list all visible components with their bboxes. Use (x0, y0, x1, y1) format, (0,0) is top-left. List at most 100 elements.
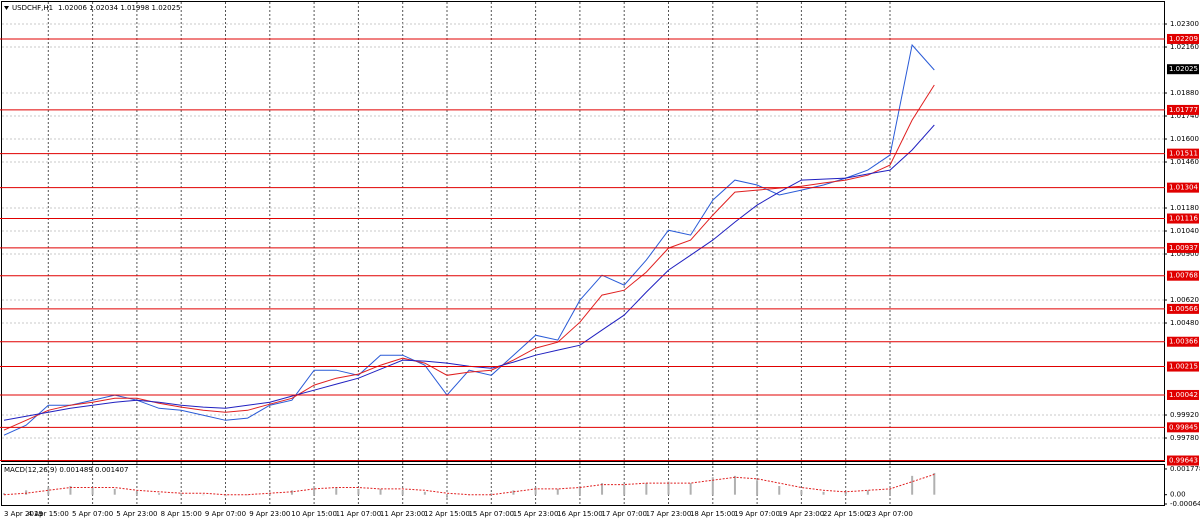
macd-bar (689, 483, 692, 495)
level-label-box (1167, 361, 1199, 372)
macd-bar (756, 480, 759, 495)
current-price: 1.02025 (1169, 65, 1198, 73)
macd-bar (3, 493, 5, 495)
macd-bar (47, 487, 50, 495)
y-tick-label: -0.000642 (1170, 500, 1200, 508)
x-tick-label: 19 Apr 23:00 (779, 510, 825, 518)
macd-bar (623, 484, 626, 495)
y-tick-label: 1.00620 (1170, 296, 1199, 304)
macd-bar (246, 494, 249, 496)
level-label: 1.00566 (1169, 305, 1198, 313)
main-frame (1, 1, 1165, 462)
level-label-box (1167, 336, 1199, 347)
macd-bar (490, 493, 493, 495)
macd-bar (822, 491, 825, 495)
level-label-box (1167, 104, 1199, 115)
level-label: 1.00366 (1169, 338, 1198, 346)
level-label: 1.00215 (1169, 363, 1198, 371)
level-label: 1.01304 (1169, 184, 1198, 192)
level-label-box (1167, 389, 1199, 400)
current-price-box (1167, 64, 1199, 75)
macd-bar (69, 486, 72, 495)
macd-bar (933, 472, 936, 495)
macd-bar (224, 494, 227, 497)
macd-bar (401, 490, 404, 495)
level-label: 1.00042 (1169, 391, 1198, 399)
level-label-box (1167, 148, 1199, 159)
quote: 1.02006 1.02034 1.01998 1.02025 (58, 4, 180, 12)
macd-bar (601, 483, 604, 495)
y-tick-label: 1.00900 (1170, 250, 1199, 258)
y-tick-label: 1.02300 (1170, 20, 1199, 28)
y-tick-label: 1.01880 (1170, 89, 1199, 97)
level-label: 0.99845 (1169, 423, 1198, 431)
level-label-box (1167, 242, 1199, 253)
macd-bar (91, 487, 94, 495)
macd-bar (335, 487, 338, 495)
macd-bar (180, 493, 183, 495)
x-tick-label: 17 Apr 07:00 (601, 510, 647, 518)
x-tick-label: 16 Apr 15:00 (557, 510, 603, 518)
macd-bar (578, 486, 581, 495)
macd-bar (512, 490, 515, 495)
y-tick-label: 0.99780 (1170, 434, 1199, 442)
y-tick-label: 0.99920 (1170, 411, 1199, 419)
level-label: 1.00937 (1169, 244, 1198, 252)
x-tick-label: 5 Apr 23:00 (116, 510, 157, 518)
level-label: 0.99643 (1169, 457, 1198, 465)
macd-bar (534, 487, 537, 495)
y-tick-label: 0.00 (1170, 491, 1186, 499)
y-tick-label: 1.01600 (1170, 135, 1199, 143)
level-label-box (1167, 33, 1199, 44)
x-tick-label: 9 Apr 07:00 (205, 510, 246, 518)
x-tick-label: 22 Apr 15:00 (823, 510, 869, 518)
macd-bar (911, 475, 914, 495)
macd-bar (268, 493, 271, 495)
level-label: 1.00768 (1169, 272, 1198, 280)
macd-bar (711, 477, 714, 495)
level-label: 1.01511 (1169, 150, 1198, 158)
macd-bar (290, 490, 293, 495)
macd-bar (733, 475, 736, 495)
level-label-box (1167, 213, 1199, 224)
level-label-box (1167, 455, 1199, 466)
price-line (3, 43, 935, 436)
x-tick-label: 23 Apr 07:00 (867, 510, 913, 518)
macd-bar (113, 488, 116, 495)
macd-bar (379, 488, 382, 495)
x-tick-label: 15 Apr 23:00 (513, 510, 559, 518)
macd-bar (135, 491, 138, 495)
macd-bar (313, 486, 316, 495)
macd-bar (667, 481, 670, 495)
macd-frame (1, 464, 1165, 506)
y-tick-label: 1.01740 (1170, 112, 1199, 120)
level-label: 1.02209 (1169, 35, 1198, 43)
chart-title: USDCHF,H1 (12, 4, 53, 12)
x-tick-label: 9 Apr 23:00 (249, 510, 290, 518)
macd-bar (446, 494, 448, 498)
level-label-box (1167, 182, 1199, 193)
x-tick-label: 8 Apr 15:00 (161, 510, 202, 518)
x-tick-label: 4 Apr 15:00 (28, 510, 69, 518)
x-tick-label: 12 Apr 15:00 (424, 510, 470, 518)
signal-line (3, 473, 935, 496)
x-tick-label: 11 Apr 07:00 (336, 510, 382, 518)
dropdown-icon (4, 6, 9, 10)
level-label: 1.01777 (1169, 106, 1198, 114)
macd-title: MACD(12,26,9) 0.001489 0.001407 (4, 466, 128, 474)
y-tick-label: 0.001778 (1170, 465, 1200, 473)
y-tick-label: 1.02160 (1170, 43, 1199, 51)
macd-bar (800, 490, 803, 495)
macd-bar (423, 491, 426, 495)
x-tick-label: 17 Apr 23:00 (646, 510, 692, 518)
level-label-box (1167, 303, 1199, 314)
y-tick-label: 1.01180 (1170, 204, 1199, 212)
macd-bar (202, 494, 205, 496)
x-tick-label: 3 Apr 2019 (4, 510, 43, 518)
x-tick-label: 5 Apr 07:00 (72, 510, 113, 518)
macd-bar (844, 491, 847, 495)
y-tick-label: 1.01040 (1170, 227, 1199, 235)
x-tick-label: 10 Apr 15:00 (291, 510, 337, 518)
